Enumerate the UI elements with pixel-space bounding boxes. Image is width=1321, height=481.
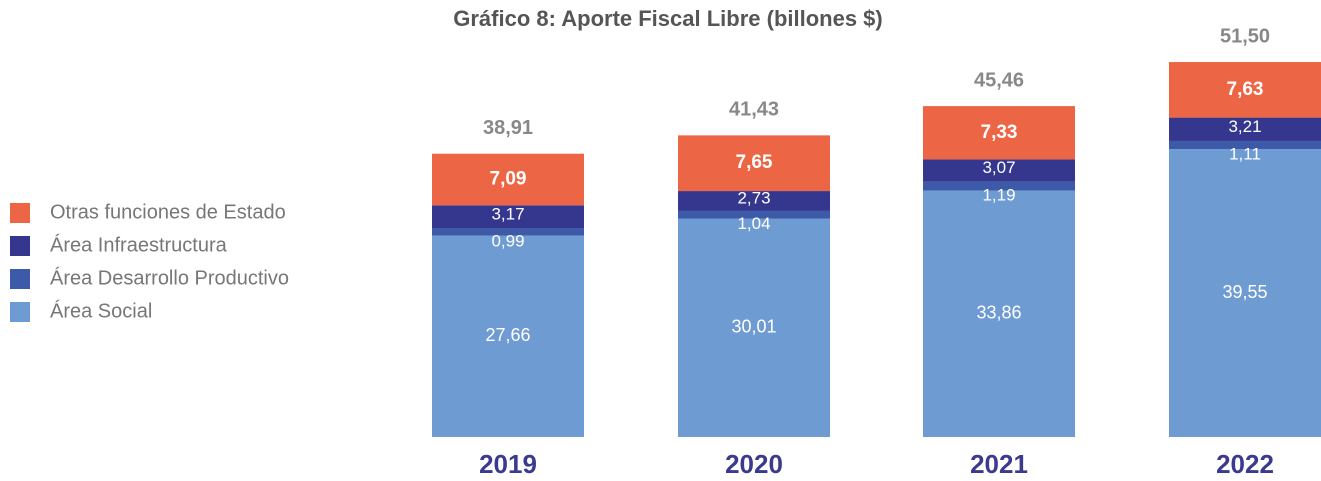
legend-label: Otras funciones de Estado [50,201,286,223]
bar-segment [678,135,830,192]
data-label: 1,19 [982,186,1015,205]
bar-segment [923,106,1075,160]
data-label: 30,01 [731,317,776,337]
legend-label: Área Desarrollo Productivo [50,266,289,289]
data-label: 3,21 [1228,117,1261,136]
legend-swatch [10,302,30,322]
data-label: 27,66 [485,325,530,345]
data-label: 3,07 [982,158,1015,177]
bar-segment [432,228,584,236]
total-label: 51,50 [1220,25,1270,47]
bar-segment [923,190,1075,437]
bar-segment [678,210,830,219]
bar-segment [923,181,1075,191]
data-label: 33,86 [976,302,1021,322]
bar-segment [432,235,584,437]
data-label: 3,17 [491,204,524,223]
data-label: 1,11 [1229,144,1261,163]
bar-segment [1169,117,1321,141]
bar-segment [1169,140,1321,150]
bar-segment [678,191,830,211]
total-label: 45,46 [974,69,1024,91]
x-tick-label: 2021 [970,449,1028,479]
bar-segment [1169,62,1321,118]
data-label: 7,33 [981,122,1018,143]
bar-segment [432,153,584,206]
data-label: 2,73 [737,188,770,207]
x-tick-label: 2020 [725,449,783,479]
x-tick-label: 2022 [1216,449,1274,479]
bar-segment [678,218,830,437]
bar-segment [432,205,584,229]
bar-segment [923,159,1075,182]
data-label: 7,65 [736,152,773,173]
x-tick-label: 2019 [479,449,537,479]
data-label: 1,04 [737,214,770,233]
total-label: 41,43 [729,99,779,121]
data-label: 7,09 [490,169,527,190]
data-label: 7,63 [1227,79,1264,100]
total-label: 38,91 [483,117,533,139]
legend-swatch [10,236,30,256]
legend-label: Área Infraestructura [50,233,228,256]
legend-swatch [10,203,30,223]
data-label: 39,55 [1222,282,1267,302]
legend-label: Área Social [50,299,152,322]
legend-swatch [10,269,30,289]
bar-segment [1169,149,1321,437]
data-label: 0,99 [491,231,524,250]
chart-title: Gráfico 8: Aporte Fiscal Libre (billones… [453,6,883,31]
